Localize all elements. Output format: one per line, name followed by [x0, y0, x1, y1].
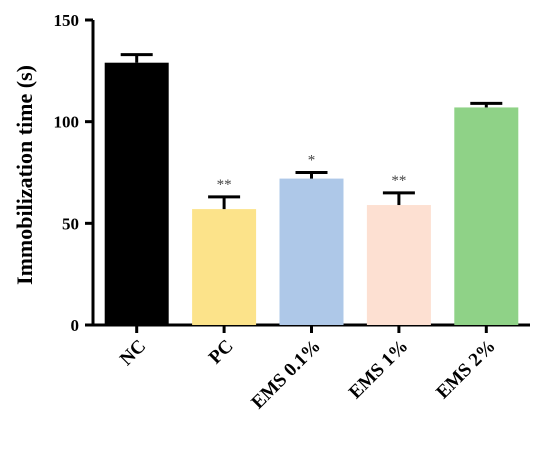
significance-label: *	[308, 153, 316, 169]
bars	[104, 53, 519, 325]
y-tick-label: 0	[71, 316, 80, 335]
bar	[192, 209, 257, 325]
y-axis-title: Immobilization time (s)	[12, 65, 37, 285]
y-tick-label: 150	[54, 11, 80, 30]
x-category-label: EMS 2%	[432, 336, 499, 403]
y-tick-label: 100	[54, 113, 80, 132]
x-category-label: EMS 1%	[345, 336, 412, 403]
x-category-label: NC	[116, 336, 150, 370]
x-category-label: EMS 0.1%	[247, 336, 325, 414]
significance-label: **	[391, 173, 406, 189]
bar	[104, 62, 169, 325]
x-category-label: PC	[205, 336, 238, 369]
bar	[454, 107, 519, 325]
significance-label: **	[217, 177, 232, 193]
bar	[366, 205, 431, 325]
bar	[279, 178, 344, 325]
y-tick-label: 50	[62, 214, 79, 233]
